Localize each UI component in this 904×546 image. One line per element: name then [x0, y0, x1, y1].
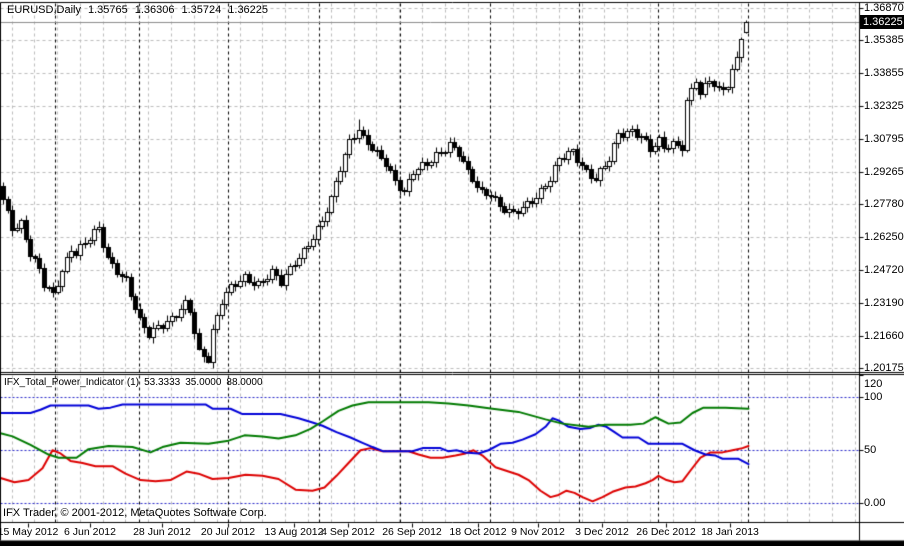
time-axis-label: 18 Oct 2012 — [449, 526, 507, 538]
copyright-watermark: IFX Trader, © 2001-2012, MetaQuotes Soft… — [3, 507, 267, 519]
indicator-axis-label: 100 — [864, 390, 883, 403]
price-axis-label: 1.35385 — [864, 33, 904, 46]
price-axis-label: 1.26250 — [864, 231, 904, 243]
indicator-axis-label: 120 — [864, 378, 883, 390]
symbol-period-label: EURUSD,Daily — [7, 4, 81, 16]
price-axis-label: 1.23190 — [864, 297, 904, 309]
time-axis-label: 18 Jan 2013 — [701, 526, 759, 538]
high-value: 1.36306 — [134, 4, 175, 16]
price-axis-label: 1.30795 — [864, 132, 904, 145]
indicator-axis-label: 50 — [864, 443, 877, 456]
price-axis-label: 1.20175 — [864, 362, 904, 375]
current-price-badge: 1.36225 — [860, 14, 904, 29]
price-axis-label: 1.33855 — [864, 66, 904, 79]
indicator-value-3: 88.0000 — [226, 377, 263, 388]
price-axis-label: 1.29265 — [864, 165, 904, 178]
indicator-value-2: 35.0000 — [185, 377, 222, 388]
price-axis-label: 1.21660 — [864, 330, 904, 342]
price-axis-label: 1.24720 — [864, 264, 904, 276]
time-axis-label: 4 Sep 2012 — [321, 526, 375, 538]
time-axis-label: 26 Sep 2012 — [382, 526, 442, 538]
time-axis-label: 3 Dec 2012 — [575, 526, 629, 538]
chart-title: EURUSD,Daily 1.35765 1.36306 1.35724 1.36225 — [7, 4, 268, 16]
time-axis-label: 15 May 2012 — [0, 526, 59, 538]
low-value: 1.35724 — [181, 4, 222, 16]
open-value: 1.35765 — [87, 4, 128, 16]
time-axis-label: 6 Jun 2012 — [64, 526, 116, 538]
time-axis-label: 13 Aug 2012 — [264, 526, 324, 538]
price-axis-label: 1.36870 — [864, 1, 904, 14]
time-axis-label: 9 Nov 2012 — [511, 526, 565, 538]
close-value: 1.36225 — [228, 4, 269, 16]
indicator-name-label: IFX_Total_Power_Indicator (1) — [4, 377, 140, 388]
time-axis-label: 28 Jun 2012 — [133, 526, 191, 538]
price-axis-label: 1.27780 — [864, 197, 904, 210]
time-axis-label: 20 Jul 2012 — [200, 526, 256, 538]
time-axis-label: 26 Dec 2012 — [636, 526, 696, 538]
indicator-value-1: 53.3333 — [144, 377, 181, 388]
indicator-title: IFX_Total_Power_Indicator (1) 53.3333 35.0… — [4, 377, 263, 388]
indicator-axis-label: 0.00 — [864, 497, 886, 509]
price-axis-label: 1.32325 — [864, 99, 904, 112]
